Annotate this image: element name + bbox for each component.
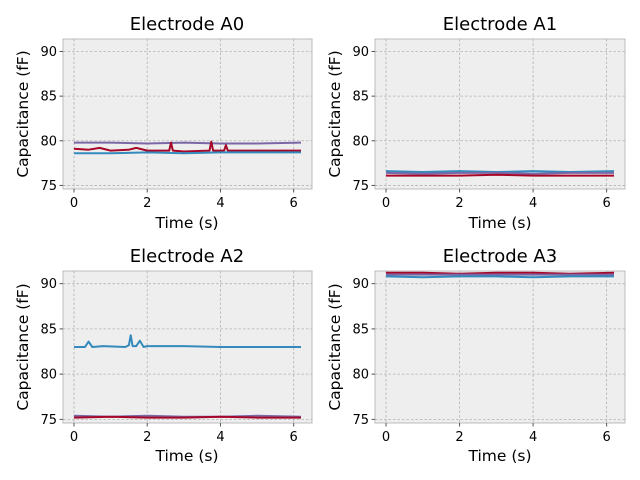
x-axis-label: Time (s) bbox=[154, 447, 218, 465]
x-tick-label: 6 bbox=[290, 196, 298, 211]
series-line-1 bbox=[385, 170, 615, 173]
y-tick-label: 80 bbox=[352, 368, 369, 383]
chart-title: Electrode A3 bbox=[443, 246, 557, 267]
y-tick-label: 90 bbox=[40, 277, 57, 292]
y-tick-label: 85 bbox=[40, 322, 57, 337]
chart-title: Electrode A0 bbox=[130, 14, 244, 35]
x-tick-label: 6 bbox=[290, 430, 298, 445]
y-tick-label: 80 bbox=[40, 134, 57, 149]
x-axis-label: Time (s) bbox=[154, 214, 218, 232]
x-tick-label: 2 bbox=[455, 196, 463, 211]
x-tick-label: 4 bbox=[529, 430, 537, 445]
y-tick-label: 75 bbox=[352, 179, 369, 194]
x-tick-label: 2 bbox=[143, 196, 151, 211]
grid bbox=[375, 39, 625, 189]
y-tick-label: 90 bbox=[352, 277, 369, 292]
subplot-electrode-a3: 0 2 4 6 75 80 85 90 Electrode A3 Time (s) Capac… bbox=[326, 246, 626, 465]
series-line-3 bbox=[386, 173, 614, 177]
series-line-3 bbox=[74, 151, 301, 155]
x-tick-label: 0 bbox=[70, 430, 78, 445]
y-tick-label: 75 bbox=[40, 179, 57, 194]
y-axis-label: Capacitance (fF) bbox=[326, 283, 344, 410]
y-tick-label: 85 bbox=[40, 90, 57, 105]
series-group bbox=[385, 170, 615, 177]
series-group bbox=[73, 334, 302, 419]
plot-area bbox=[62, 38, 313, 190]
y-tick-label: 85 bbox=[352, 90, 369, 105]
x-tick-label: 4 bbox=[529, 196, 537, 211]
y-axis-label: Capacitance (fF) bbox=[14, 50, 32, 177]
series-line-2 bbox=[385, 171, 614, 175]
x-tick-label: 2 bbox=[143, 430, 151, 445]
x-tick-label: 0 bbox=[382, 430, 390, 445]
chart-title: Electrode A2 bbox=[130, 246, 244, 267]
x-tick-label: 4 bbox=[216, 430, 224, 445]
x-axis-label: Time (s) bbox=[467, 447, 531, 465]
plot-area bbox=[374, 38, 626, 190]
x-tick-label: 6 bbox=[602, 430, 610, 445]
series-line-3 bbox=[385, 275, 614, 279]
subplot-electrode-a0: 0 2 4 6 75 80 85 90 Electrode A0 Time (s) Capac… bbox=[14, 14, 313, 232]
y-tick-label: 85 bbox=[352, 322, 369, 337]
series-line-3 bbox=[73, 415, 301, 419]
ticks: 0 2 4 6 75 80 85 90 bbox=[352, 277, 610, 445]
y-tick-label: 90 bbox=[40, 45, 57, 60]
y-tick-label: 75 bbox=[352, 413, 369, 428]
series-line-1 bbox=[74, 334, 301, 348]
ticks: 0 2 4 6 75 80 85 90 bbox=[40, 277, 297, 445]
subplot-electrode-a1: 0 2 4 6 75 80 85 90 Electrode A1 Time (s) Capac… bbox=[326, 14, 626, 232]
y-tick-label: 80 bbox=[40, 368, 57, 383]
x-tick-label: 0 bbox=[70, 196, 78, 211]
series-group bbox=[385, 271, 615, 279]
grid bbox=[63, 271, 312, 423]
series-line-2 bbox=[73, 140, 301, 153]
y-tick-label: 80 bbox=[352, 134, 369, 149]
series-group bbox=[73, 140, 302, 155]
x-tick-label: 0 bbox=[382, 196, 390, 211]
x-tick-label: 2 bbox=[455, 430, 463, 445]
grid bbox=[375, 271, 625, 423]
series-line-1 bbox=[74, 141, 302, 145]
ticks: 0 2 4 6 75 80 85 90 bbox=[352, 45, 610, 211]
x-tick-label: 6 bbox=[602, 196, 610, 211]
grid bbox=[63, 39, 312, 189]
plot-area bbox=[374, 270, 626, 424]
ticks: 0 2 4 6 75 80 85 90 bbox=[40, 45, 297, 211]
x-tick-label: 4 bbox=[216, 196, 224, 211]
y-tick-label: 90 bbox=[352, 45, 369, 60]
y-tick-label: 75 bbox=[40, 413, 57, 428]
x-axis-label: Time (s) bbox=[467, 214, 531, 232]
series-line-1 bbox=[386, 271, 615, 275]
chart-title: Electrode A1 bbox=[443, 14, 557, 35]
subplot-electrode-a2: 0 2 4 6 75 80 85 90 Electrode A2 Time (s) Capac… bbox=[14, 246, 313, 465]
y-axis-label: Capacitance (fF) bbox=[14, 283, 32, 410]
y-axis-label: Capacitance (fF) bbox=[326, 50, 344, 177]
